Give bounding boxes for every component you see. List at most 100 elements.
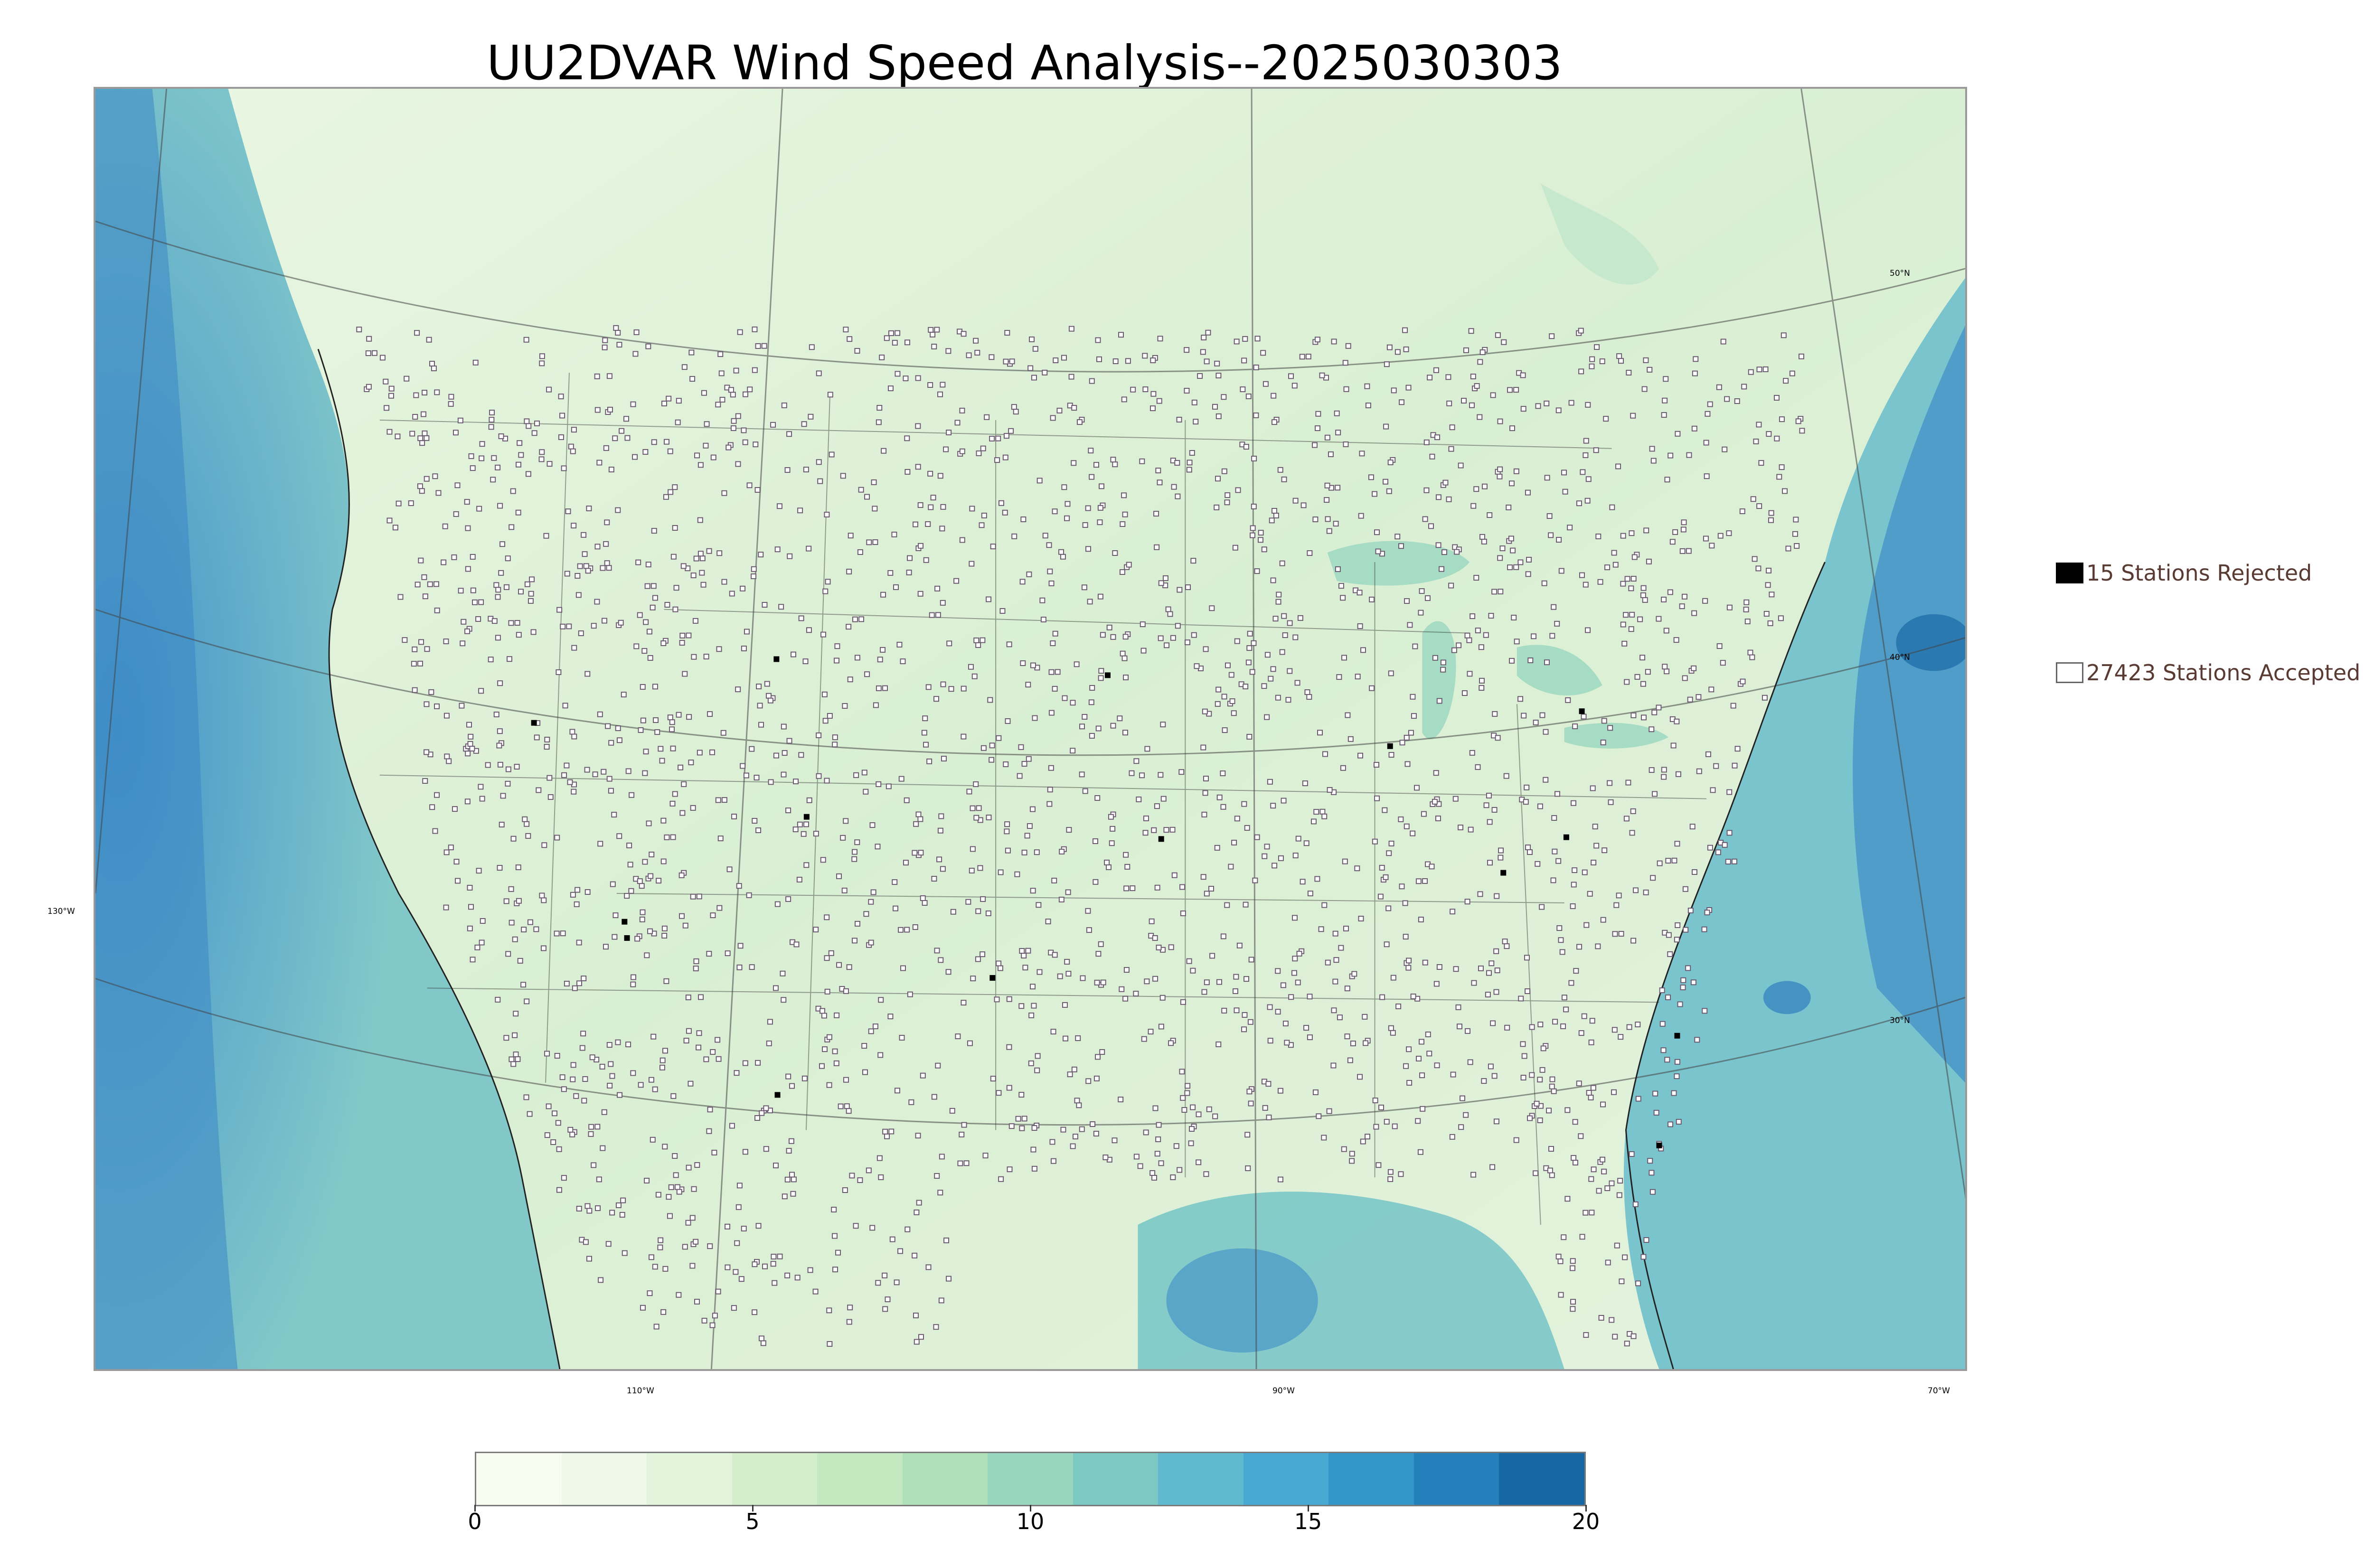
station-marker — [1095, 951, 1102, 957]
station-marker — [650, 583, 657, 589]
station-marker — [678, 764, 684, 770]
station-marker — [841, 887, 848, 893]
station-marker — [672, 525, 678, 531]
station-marker — [803, 821, 809, 827]
station-marker — [1065, 889, 1071, 895]
station-marker — [1079, 1126, 1085, 1132]
station-marker — [1442, 479, 1449, 486]
station-marker — [1602, 847, 1608, 854]
station-marker — [1558, 1292, 1564, 1298]
station-marker — [941, 756, 947, 762]
rejected-station-marker — [1104, 672, 1111, 678]
station-marker — [900, 965, 906, 971]
station-marker — [571, 645, 577, 651]
station-marker — [467, 925, 473, 931]
station-marker — [1749, 654, 1755, 660]
station-marker — [597, 711, 603, 717]
station-marker — [1609, 504, 1615, 510]
station-marker — [1639, 655, 1646, 661]
station-marker — [1436, 698, 1442, 704]
station-marker — [1616, 1192, 1622, 1198]
station-marker — [1215, 701, 1221, 707]
station-marker — [1203, 646, 1209, 652]
station-marker — [1543, 777, 1549, 783]
station-marker — [870, 889, 876, 895]
station-marker — [1703, 440, 1709, 446]
station-marker — [1251, 455, 1257, 461]
station-marker — [840, 473, 846, 479]
station-marker — [772, 985, 779, 991]
station-marker — [690, 573, 697, 579]
station-marker — [1597, 579, 1603, 585]
station-marker — [717, 836, 724, 842]
station-marker — [1244, 976, 1250, 982]
station-marker — [1294, 680, 1300, 686]
station-marker — [573, 1093, 579, 1099]
station-marker — [1358, 513, 1364, 519]
station-marker — [1404, 598, 1410, 604]
station-marker — [1300, 879, 1306, 885]
station-marker — [1596, 1188, 1602, 1194]
station-marker — [1268, 676, 1274, 682]
station-marker — [386, 429, 393, 435]
station-marker — [1620, 581, 1626, 587]
station-marker — [1520, 1075, 1526, 1080]
station-marker — [928, 327, 934, 333]
station-marker — [498, 570, 504, 576]
station-marker — [912, 1252, 918, 1258]
station-marker — [422, 593, 428, 600]
station-marker — [1399, 399, 1404, 405]
station-marker — [1319, 372, 1325, 378]
station-marker — [854, 655, 860, 661]
station-marker — [1469, 402, 1475, 408]
station-marker — [1228, 672, 1234, 678]
station-marker — [973, 781, 979, 787]
station-marker — [1154, 1151, 1160, 1157]
station-marker — [1674, 841, 1680, 847]
station-marker — [1382, 807, 1388, 813]
station-marker — [893, 905, 899, 911]
station-marker — [1089, 732, 1095, 739]
wind-speed-map[interactable] — [94, 87, 1967, 1371]
station-marker — [834, 1012, 840, 1018]
station-marker — [609, 1210, 615, 1216]
station-marker — [662, 1144, 668, 1150]
station-marker — [697, 517, 703, 523]
station-marker — [686, 1028, 692, 1034]
station-marker — [1246, 1089, 1253, 1095]
station-marker — [743, 391, 749, 397]
station-marker — [1440, 659, 1446, 666]
station-marker — [388, 393, 394, 399]
station-marker — [615, 329, 621, 336]
station-marker — [1046, 801, 1053, 807]
station-marker — [982, 1153, 989, 1159]
station-marker — [1021, 953, 1027, 959]
station-marker — [1589, 356, 1595, 362]
station-marker — [478, 688, 484, 694]
station-marker — [933, 1324, 939, 1330]
station-marker — [904, 927, 910, 933]
station-marker — [574, 901, 580, 907]
station-marker — [588, 1124, 594, 1130]
station-marker — [1068, 374, 1074, 380]
station-marker — [424, 476, 430, 482]
station-marker — [1005, 847, 1011, 854]
station-marker — [1102, 1155, 1109, 1161]
station-marker — [668, 1184, 674, 1190]
station-marker — [1403, 934, 1409, 940]
station-marker — [990, 544, 996, 550]
station-marker — [1499, 545, 1506, 552]
station-marker — [1785, 545, 1791, 552]
station-marker — [667, 448, 673, 454]
station-marker — [762, 602, 768, 608]
station-marker — [806, 797, 812, 803]
station-marker — [605, 723, 611, 729]
station-marker — [388, 385, 395, 392]
station-marker — [1583, 452, 1589, 458]
station-marker — [904, 797, 910, 803]
station-marker — [1365, 1134, 1370, 1140]
station-marker — [659, 1064, 665, 1070]
station-marker — [1349, 1158, 1355, 1164]
station-marker — [527, 1111, 533, 1117]
station-marker — [996, 735, 1002, 741]
